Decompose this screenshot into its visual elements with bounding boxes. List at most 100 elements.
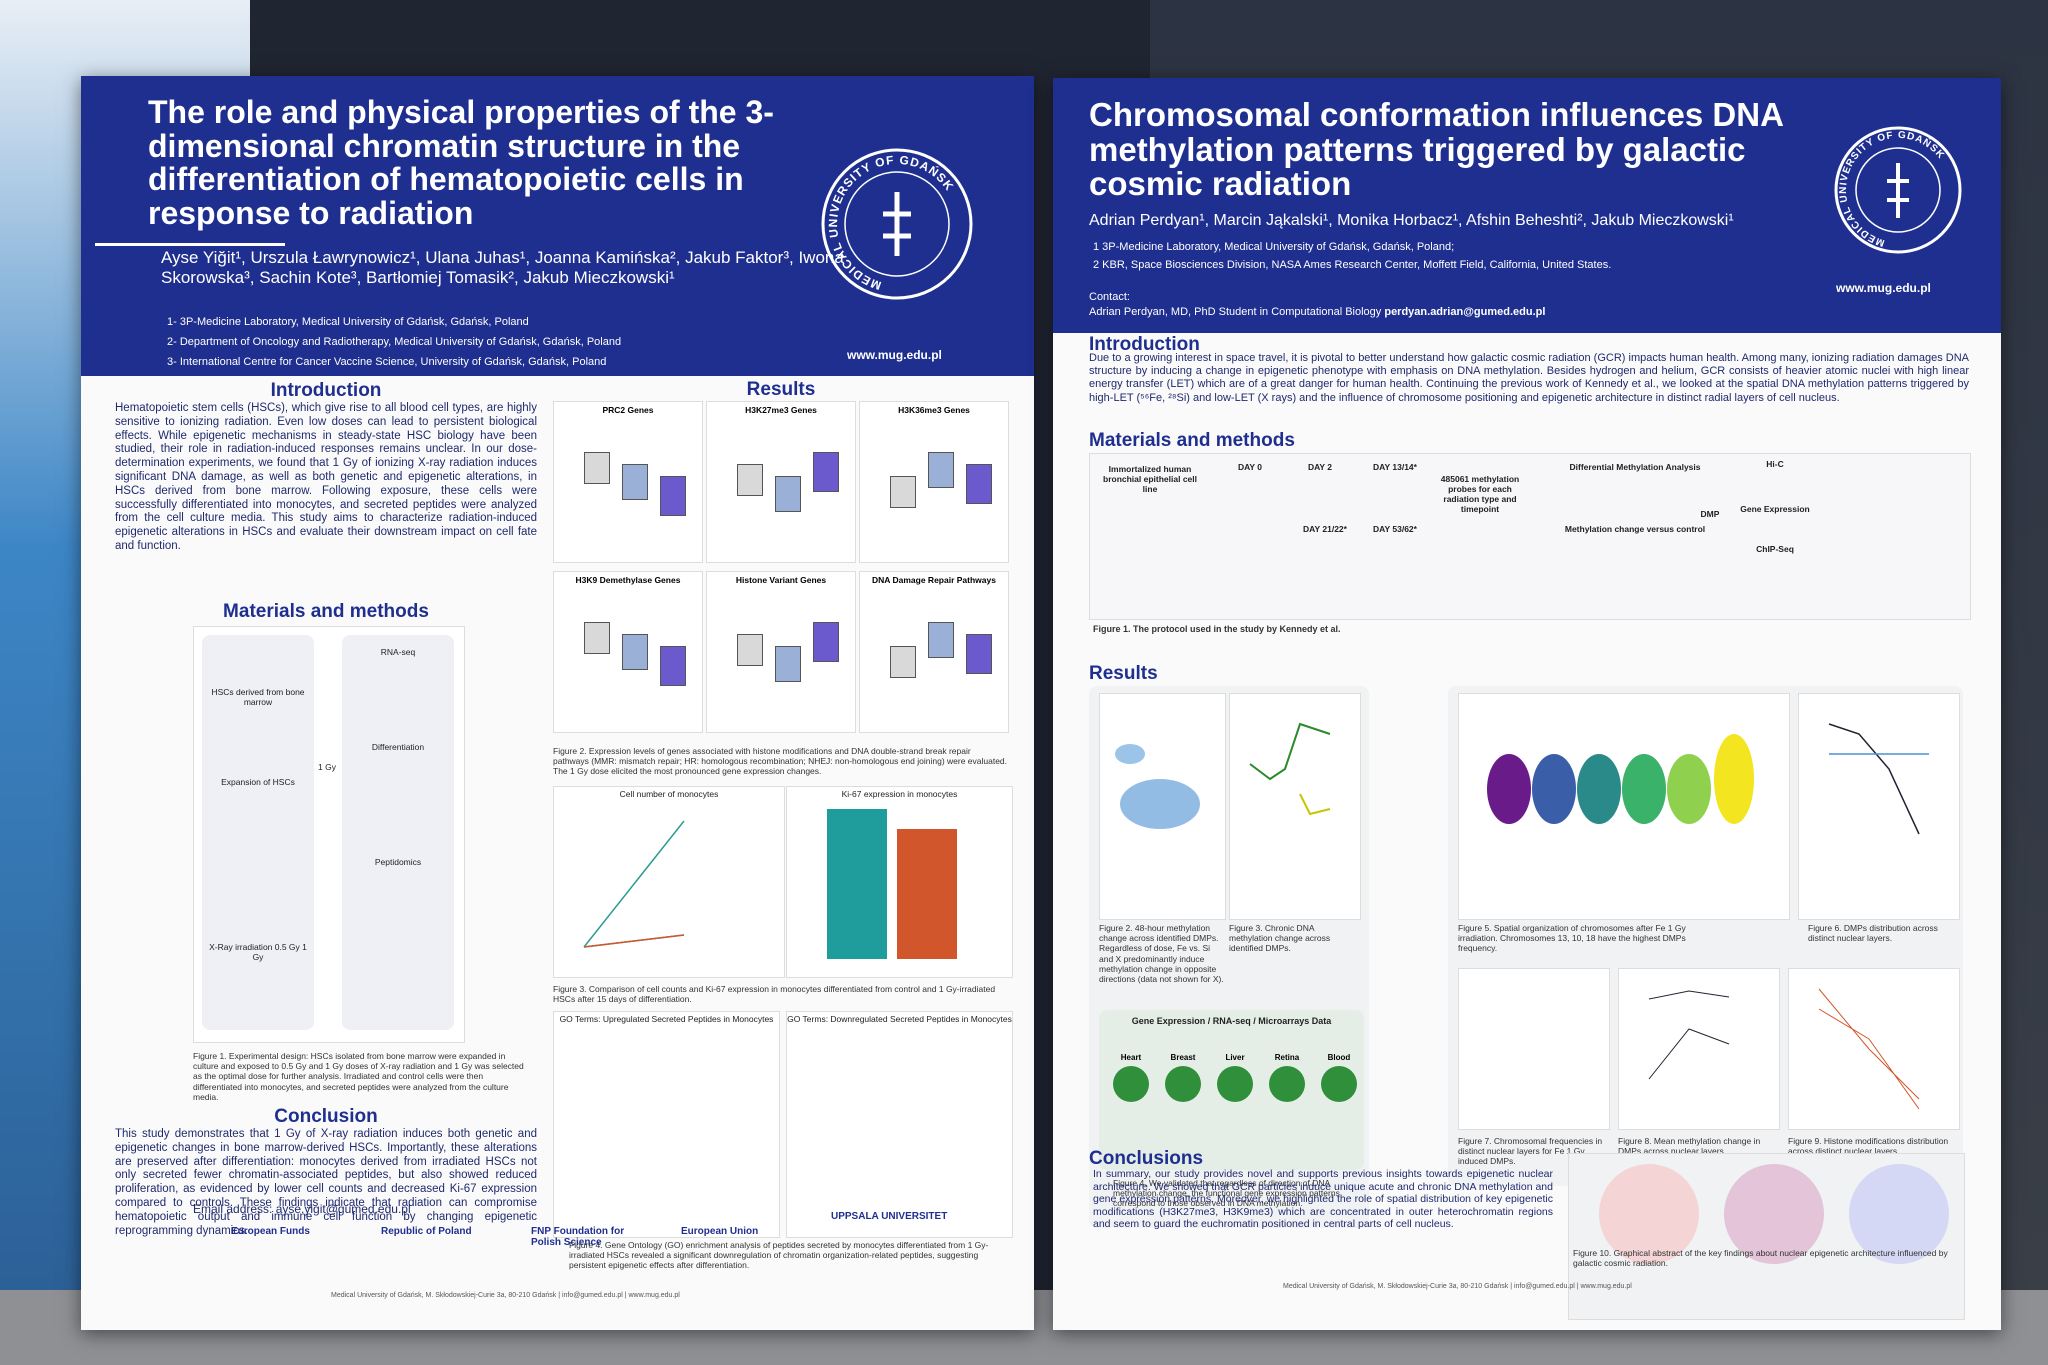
contact-name: Adrian Perdyan, MD, PhD Student in Compu… <box>1089 306 1382 318</box>
label: DAY 13/14* <box>1373 462 1417 472</box>
label: Differential Methylation Analysis <box>1569 462 1701 472</box>
caption: Figure 2. Expression levels of genes ass… <box>553 746 1008 777</box>
panel-title: DNA Damage Repair Pathways <box>872 575 996 585</box>
figure <box>1099 693 1226 920</box>
poster-title: Chromosomal conformation influences DNA … <box>1089 96 1783 203</box>
authors: Adrian Perdyan¹, Marcin Jąkalski¹, Monik… <box>1089 212 1734 229</box>
panel-title: Histone Variant Genes <box>735 575 827 585</box>
caption: Figure 10. Graphical abstract of the key… <box>1573 1248 1948 1269</box>
section-heading: Conclusion <box>274 1106 378 1127</box>
figure <box>1458 693 1790 920</box>
contact: Adrian Perdyan, MD, PhD Student in Compu… <box>1089 306 1545 318</box>
section-heading: Materials and methods <box>1089 430 1295 451</box>
logo: UPPSALA UNIVERSITET <box>831 1211 948 1222</box>
caption: Figure 3. Comparison of cell counts and … <box>553 984 996 1005</box>
figure: H3K36me3 Genes <box>859 401 1009 563</box>
url: www.mug.edu.pl <box>1836 281 1931 295</box>
logo: Republic of Poland <box>381 1226 472 1237</box>
paragraph: In summary, our study provides novel and… <box>1093 1168 1553 1231</box>
affiliation: 2- Department of Oncology and Radiothera… <box>167 336 622 348</box>
caption: Figure 2. 48-hour methylation change acr… <box>1099 923 1224 984</box>
section-heading: Materials and methods <box>223 601 429 622</box>
box-shape <box>622 634 648 670</box>
paragraph: Due to a growing interest in space trave… <box>1089 352 1969 404</box>
affiliation: 1 3P-Medicine Laboratory, Medical Univer… <box>1093 241 1455 253</box>
rule <box>95 243 285 246</box>
section-heading: Introduction <box>270 380 382 401</box>
figure: Histone Variant Genes <box>706 571 856 733</box>
panel-title: Gene Expression / RNA-seq / Microarrays … <box>1131 1016 1332 1026</box>
figure: HSCs derived from bone marrow Expansion … <box>193 626 465 1043</box>
label: ChIP-Seq <box>1756 544 1794 554</box>
panel-title: GO Terms: Downregulated Secreted Peptide… <box>787 1014 1012 1024</box>
abstract-image <box>1599 1164 1949 1264</box>
panel-title: H3K36me3 Genes <box>898 405 970 415</box>
paragraph: This study demonstrates that 1 Gy of X-r… <box>115 1128 537 1237</box>
panel-title: H3K27me3 Genes <box>745 405 817 415</box>
organ-icon <box>1113 1066 1149 1102</box>
figure: GO Terms: Downregulated Secreted Peptide… <box>786 1011 1013 1238</box>
caption: Figure 5. Spatial organization of chromo… <box>1458 923 1686 954</box>
footer: Medical University of Gdańsk, M. Skłodow… <box>331 1292 680 1299</box>
organ-icon <box>1165 1066 1201 1102</box>
caption: Figure 1. Experimental design: HSCs isol… <box>193 1051 524 1102</box>
box-shape <box>737 464 763 496</box>
poster: Chromosomal conformation influences DNA … <box>1053 78 2001 1330</box>
logo: European Union <box>681 1226 759 1237</box>
panel <box>202 635 314 1030</box>
contact-email: perdyan.adrian@gumed.edu.pl <box>1384 306 1546 318</box>
logo: FNP Foundation for Polish Science <box>531 1226 625 1248</box>
contact-label: Contact: <box>1089 291 1130 303</box>
affiliation: 2 KBR, Space Biosciences Division, NASA … <box>1093 259 1612 271</box>
label: Breast <box>1170 1053 1196 1062</box>
label: Immortalized human bronchial epithelial … <box>1103 464 1197 494</box>
organ-icon <box>1217 1066 1253 1102</box>
box-shape <box>890 476 916 508</box>
figure <box>1798 693 1960 920</box>
label: DAY 53/62* <box>1373 524 1417 534</box>
label: RNA-seq <box>380 647 416 657</box>
poster-header: Chromosomal conformation influences DNA … <box>1053 78 2001 333</box>
label: DMP <box>1700 509 1720 519</box>
logo: European Funds <box>231 1226 310 1237</box>
figure: GO Terms: Upregulated Secreted Peptides … <box>553 1011 780 1238</box>
box-shape <box>890 646 916 678</box>
label: DAY 2 <box>1307 462 1333 472</box>
affiliation: 1- 3P-Medicine Laboratory, Medical Unive… <box>167 316 529 328</box>
paragraph: Hematopoietic stem cells (HSCs), which g… <box>115 402 537 552</box>
figure: H3K9 Demethylase Genes <box>553 571 703 733</box>
caption: Figure 8. Mean methylation change in DMP… <box>1618 1136 1761 1157</box>
box-shape <box>928 622 954 658</box>
label: Methylation change versus control <box>1564 524 1706 534</box>
affiliation: 3- International Centre for Cancer Vacci… <box>167 356 607 368</box>
section-heading: Conclusions <box>1089 1148 1204 1169</box>
email: Email address: ayse.yigit@gumed.edu.pl <box>193 1202 411 1216</box>
caption: Figure 6. DMPs distribution across disti… <box>1808 923 1938 944</box>
label: Hi-C <box>1766 459 1784 469</box>
panel-title: H3K9 Demethylase Genes <box>575 575 681 585</box>
label: Expansion of HSCs <box>221 777 295 787</box>
box-shape <box>660 476 686 516</box>
figure: Ki-67 expression in monocytes <box>786 786 1013 978</box>
figure: Cell number of monocytes <box>553 786 785 978</box>
label: Heart <box>1120 1053 1142 1062</box>
section-heading: Results <box>746 379 816 400</box>
chart <box>583 820 685 948</box>
panel-title: Ki-67 expression in monocytes <box>841 789 958 799</box>
figure <box>1568 1153 1965 1320</box>
caption: Figure 3. Chronic DNA methylation change… <box>1229 923 1331 954</box>
bar-shape <box>827 809 887 959</box>
panel-title: Cell number of monocytes <box>619 789 719 799</box>
section-heading: Introduction <box>1089 334 1200 355</box>
funding-logos: European Funds Republic of Poland FNP Foun… <box>231 1211 1011 1276</box>
authors: Ayse Yiğit¹, Urszula Ławrynowicz¹, Ulana… <box>161 248 844 287</box>
figure: Immortalized human bronchial epithelial … <box>1089 453 1971 620</box>
label: Gene Expression <box>1740 504 1810 514</box>
url: www.mug.edu.pl <box>847 348 942 362</box>
label: X-Ray irradiation 0.5 Gy 1 Gy <box>209 942 307 962</box>
box-shape <box>966 464 992 504</box>
label: DAY 21/22* <box>1303 524 1347 534</box>
footer: Medical University of Gdańsk, M. Skłodow… <box>1283 1283 1632 1290</box>
poster-header: The role and physical properties of the … <box>81 76 1034 376</box>
